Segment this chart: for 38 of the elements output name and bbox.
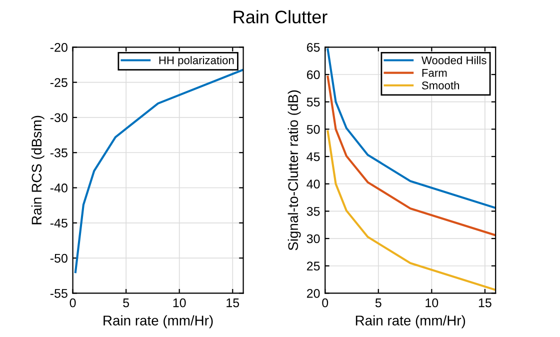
legend-label: Smooth — [422, 81, 460, 90]
y-tick-label: 65 — [306, 42, 320, 52]
y-tick-label: 30 — [306, 234, 320, 244]
y-tick-label: 25 — [306, 262, 320, 271]
text: Rain Clutter — [234, 10, 328, 24]
y-tick-label: -50 — [50, 254, 68, 263]
y-tick-label: -20 — [50, 42, 68, 52]
y-tick-label: 40 — [306, 180, 320, 189]
y-tick-label: -35 — [50, 148, 68, 158]
x-tick-label: 15 — [226, 298, 240, 308]
x-tick-label: 10 — [426, 298, 438, 308]
y-tick-label: 60 — [306, 70, 320, 80]
x-axis-title: Rain rate (mm/Hr) — [104, 315, 213, 328]
x-tick-label: 5 — [123, 298, 130, 308]
x-axis-title: Rain rate (mm/Hr) — [356, 315, 466, 328]
y-tick-label: 20 — [306, 288, 320, 298]
legend-label: Farm — [422, 69, 447, 77]
y-tick-label: -55 — [50, 289, 68, 298]
y-tick-label: 35 — [306, 206, 320, 216]
x-tick-label: 0 — [322, 298, 328, 308]
legend-label: Wooded Hills — [422, 56, 486, 64]
x-tick-label: 15 — [478, 298, 492, 308]
y-tick-label: -25 — [50, 78, 68, 87]
legend-label: HH polarization — [159, 56, 234, 66]
x-tick-label: 0 — [70, 298, 76, 308]
line-series — [326, 76, 496, 236]
x-tick-label: 5 — [375, 298, 382, 308]
y-tick-label: 55 — [306, 98, 320, 106]
y-tick-label: 50 — [306, 124, 320, 134]
x-tick-label: 10 — [173, 298, 186, 308]
line-series — [74, 68, 244, 274]
y-tick-label: -30 — [50, 113, 68, 122]
y-axis-title: Rain RCS (dBsm) — [31, 116, 44, 224]
line-series — [326, 130, 496, 291]
y-tick-label: -40 — [50, 184, 68, 192]
y-axis-title: Signal-to-Clutter ratio (dB) — [288, 90, 301, 250]
y-tick-label: 45 — [306, 152, 320, 162]
y-tick-label: -45 — [50, 218, 68, 228]
